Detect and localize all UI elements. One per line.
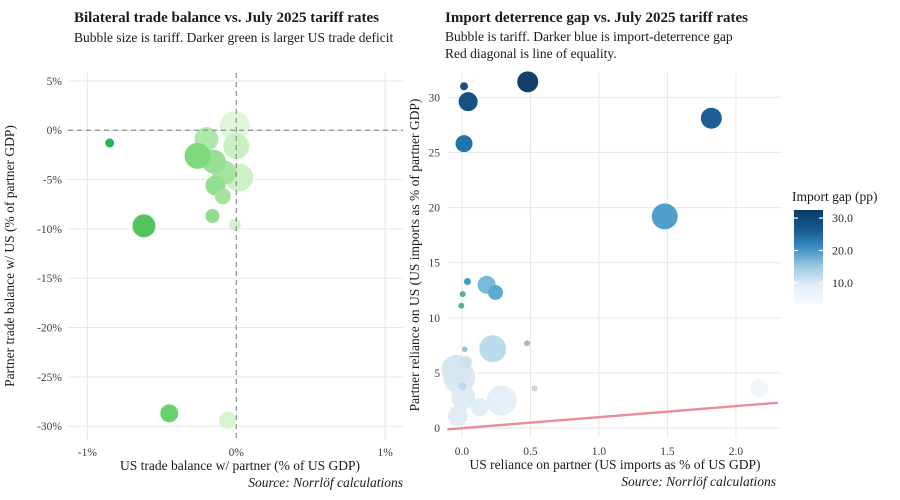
x-tick-label: 1.5 — [660, 446, 675, 458]
bubble — [460, 355, 473, 368]
right-y-axis-label: Partner reliance on US (US imports as % … — [407, 99, 422, 412]
y-tick-label: -10% — [37, 224, 62, 236]
bubble — [458, 92, 478, 112]
bubble — [160, 404, 179, 423]
bubble — [132, 214, 156, 238]
y-tick-label: 5% — [47, 76, 63, 88]
legend-title: Import gap (pp) — [792, 189, 877, 204]
bubble — [219, 111, 250, 142]
bubble — [524, 340, 531, 347]
bubble — [463, 277, 471, 285]
bubble — [750, 379, 769, 398]
right-chart: Import deterrence gap vs. July 2025 tari… — [407, 10, 782, 489]
bubble — [458, 382, 467, 391]
right-x-axis-label: US reliance on partner (US imports as % … — [470, 457, 761, 472]
bubble — [228, 218, 241, 231]
bubble — [700, 107, 722, 129]
bubble — [460, 82, 469, 91]
left-y-axis-label: Partner trade balance w/ US (% of partne… — [2, 125, 17, 387]
y-tick-label: 5 — [434, 368, 440, 380]
x-tick-label: 1% — [377, 447, 393, 459]
bubble — [517, 71, 539, 93]
x-tick-label: -1% — [78, 447, 98, 459]
y-tick-label: 20 — [429, 203, 441, 215]
x-tick-label: 0% — [229, 447, 245, 459]
bubble — [214, 188, 231, 205]
x-tick-label: 0.5 — [523, 446, 538, 458]
bubble — [486, 385, 517, 416]
import-gap-legend: Import gap (pp) 30.0 20.0 10.0 — [792, 189, 877, 304]
bubble — [459, 291, 466, 298]
left-source-note: Source: Norrlöf calculations — [248, 475, 403, 490]
y-tick-label: 0 — [434, 423, 440, 435]
y-tick-label: 15 — [429, 258, 441, 270]
legend-tick-label: 10.0 — [832, 276, 853, 290]
x-tick-label: 0.0 — [455, 446, 470, 458]
bubble — [461, 346, 468, 353]
equality-line — [447, 401, 779, 431]
left-x-axis-label: US trade balance w/ partner (% of US GDP… — [120, 458, 360, 473]
y-tick-label: -15% — [37, 273, 62, 285]
right-chart-title: Import deterrence gap vs. July 2025 tari… — [445, 10, 748, 26]
left-chart-subtitle: Bubble size is tariff. Darker green is l… — [74, 30, 394, 45]
bubble — [218, 411, 236, 429]
y-tick-label: 10 — [429, 313, 441, 325]
left-chart-title: Bilateral trade balance vs. July 2025 ta… — [74, 10, 379, 26]
legend-colorbar — [794, 210, 823, 304]
y-tick-label: -20% — [37, 323, 62, 335]
y-tick-label: -25% — [37, 372, 62, 384]
y-tick-label: 30 — [429, 92, 441, 104]
bubble — [488, 285, 504, 301]
bubble — [470, 398, 489, 417]
y-tick-label: 25 — [429, 147, 441, 159]
bubble — [105, 138, 115, 148]
legend-ticks: 30.0 20.0 10.0 — [794, 211, 853, 290]
bubble — [184, 142, 211, 169]
right-source-note: Source: Norrlöf calculations — [621, 474, 776, 489]
legend-tick-label: 20.0 — [832, 244, 853, 258]
right-plot-area: 0 5 10 15 20 25 30 0.0 0.5 1.0 1.5 2.0 — [429, 71, 782, 458]
y-tick-label: -30% — [37, 421, 62, 433]
bubble — [651, 203, 678, 230]
bubble — [531, 385, 538, 392]
y-tick-label: -5% — [43, 175, 63, 187]
bubble — [447, 406, 468, 427]
legend-tick-label: 30.0 — [832, 211, 853, 225]
bubble — [479, 335, 507, 363]
bubble — [455, 135, 473, 153]
x-tick-label: 2.0 — [729, 446, 744, 458]
y-tick-label: 0% — [47, 125, 63, 137]
left-chart: Bilateral trade balance vs. July 2025 ta… — [2, 10, 403, 490]
left-plot-area: 5% 0% -5% -10% -15% -20% -25% -30% -1% 0% 1% — [37, 73, 403, 459]
bubble — [458, 302, 465, 309]
x-tick-label: 1.0 — [592, 446, 607, 458]
bubble — [451, 385, 476, 410]
right-chart-subtitle-line1: Bubble is tariff. Darker blue is import-… — [445, 29, 733, 44]
right-chart-subtitle-line2: Red diagonal is line of equality. — [445, 46, 617, 61]
bubble — [205, 209, 220, 224]
